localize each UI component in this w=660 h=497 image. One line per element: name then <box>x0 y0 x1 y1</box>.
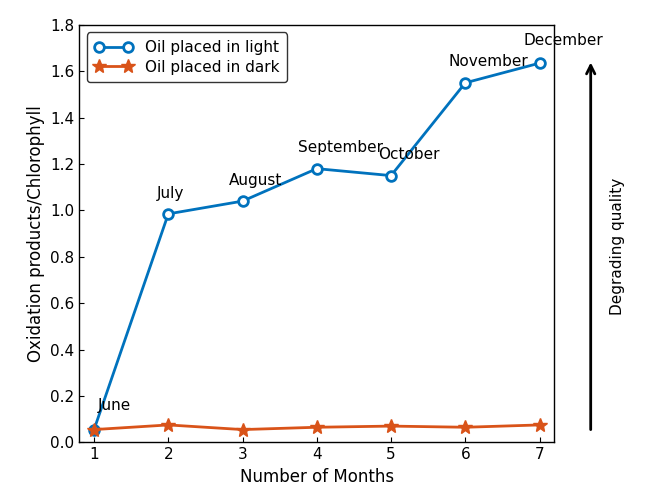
Oil placed in light <box>461 80 469 86</box>
X-axis label: Number of Months: Number of Months <box>240 468 394 486</box>
Line: Oil placed in dark: Oil placed in dark <box>87 418 546 436</box>
Oil placed in light <box>313 166 321 171</box>
Text: September: September <box>298 140 383 155</box>
Oil placed in dark <box>461 424 469 430</box>
Oil placed in light <box>239 198 247 204</box>
Oil placed in light <box>387 172 395 178</box>
Text: Degrading quality: Degrading quality <box>610 177 624 315</box>
Text: August: August <box>229 173 282 188</box>
Oil placed in dark <box>535 422 543 428</box>
Oil placed in dark <box>239 426 247 432</box>
Oil placed in dark <box>313 424 321 430</box>
Text: November: November <box>449 54 529 69</box>
Oil placed in dark <box>387 423 395 429</box>
Oil placed in light <box>90 426 98 432</box>
Oil placed in light <box>535 60 543 66</box>
Text: December: December <box>523 33 603 48</box>
Oil placed in dark <box>90 426 98 432</box>
Oil placed in light <box>164 211 172 217</box>
Text: June: June <box>98 398 131 414</box>
Oil placed in dark <box>164 422 172 428</box>
Text: July: July <box>157 186 185 201</box>
Text: October: October <box>378 147 439 162</box>
Legend: Oil placed in light, Oil placed in dark: Oil placed in light, Oil placed in dark <box>87 32 287 83</box>
Line: Oil placed in light: Oil placed in light <box>89 58 544 434</box>
Y-axis label: Oxidation products/Chlorophyll: Oxidation products/Chlorophyll <box>26 105 44 362</box>
